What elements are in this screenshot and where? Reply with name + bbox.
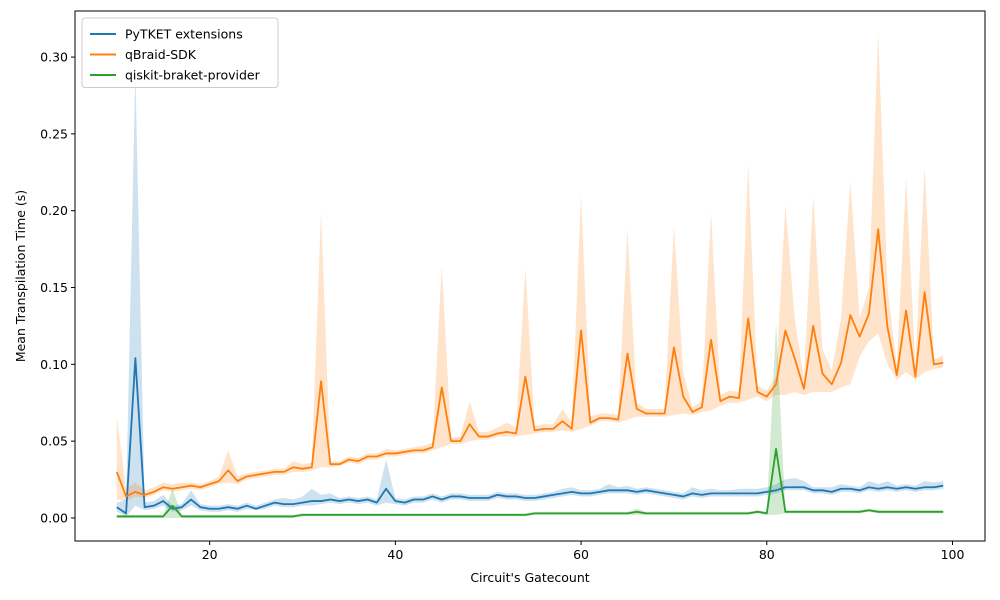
series-band-2	[116, 322, 944, 518]
y-tick-label: 0.30	[40, 50, 68, 65]
y-tick-label: 0.20	[40, 203, 68, 218]
series-line-2	[116, 447, 944, 518]
series-line-1	[115, 228, 944, 498]
legend-frame	[81, 17, 279, 88]
x-tick-label: 100	[941, 547, 965, 562]
legend-label-0: PyTKET extensions	[125, 27, 243, 42]
y-axis-label: Mean Transpilation Time (s)	[13, 190, 28, 362]
y-tick-label: 0.25	[40, 126, 68, 141]
y-tick-label: 0.00	[40, 510, 68, 525]
y-tick-label: 0.15	[40, 280, 68, 295]
series-lines	[115, 228, 944, 518]
y-axis: 0.00 0.05 0.10 0.15 0.20 0.25 0.30	[40, 50, 75, 525]
plot-area-frame	[74, 10, 986, 542]
legend: PyTKET extensions qBraid-SDK qiskit-braket…	[81, 17, 279, 88]
confidence-bands	[116, 32, 944, 518]
y-tick-label: 0.10	[40, 357, 68, 372]
x-tick-label: 20	[202, 547, 218, 562]
x-tick-label: 80	[759, 547, 775, 562]
x-tick-label: 60	[573, 547, 589, 562]
y-tick-label: 0.05	[40, 434, 68, 449]
series-band-1	[116, 32, 944, 502]
x-axis: 20 40 60 80 100	[202, 541, 965, 562]
x-tick-label: 40	[387, 547, 403, 562]
series-line-0	[116, 357, 944, 515]
legend-label-2: qiskit-braket-provider	[125, 68, 261, 83]
x-axis-label: Circuit's Gatecount	[470, 570, 589, 585]
legend-label-1: qBraid-SDK	[125, 47, 197, 62]
